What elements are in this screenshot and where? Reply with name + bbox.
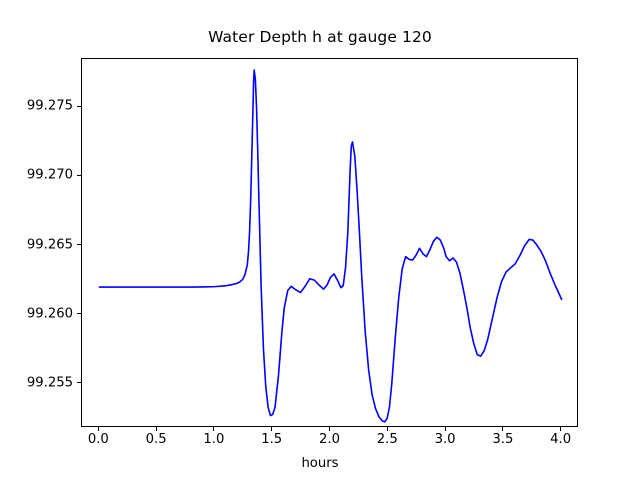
x-tick-label: 0.0 [87,432,109,447]
x-tick-mark [560,427,562,431]
x-tick-label: 3.5 [492,432,514,447]
x-tick-mark [329,427,331,431]
x-tick-mark [271,427,273,431]
data-line-svg [98,69,563,423]
x-tick-mark [155,427,157,431]
y-tick-label: 99.265 [26,237,73,253]
x-tick-label: 0.5 [145,432,167,447]
x-tick-label: 1.0 [203,432,225,447]
chart-title: Water Depth h at gauge 120 [208,28,432,46]
x-tick-label: 2.0 [319,432,340,447]
x-tick-mark [213,427,215,431]
y-tick-mark [77,313,81,315]
y-tick-mark [77,174,81,177]
y-tick-label: 99.270 [26,167,73,183]
series-h-line [98,69,563,423]
x-tick-label: 2.5 [376,432,398,447]
y-tick-mark [77,105,81,107]
x-tick-mark [97,427,99,431]
y-tick-label: 99.275 [26,98,73,114]
plot-area [81,58,578,427]
x-tick-mark [502,427,504,431]
y-tick-label: 99.255 [26,375,73,391]
x-tick-label: 1.5 [261,432,283,447]
x-tick-mark [444,427,446,431]
x-tick-label: 4.0 [550,432,572,447]
y-tick-label: 99.260 [26,306,73,322]
x-tick-mark [386,427,388,431]
y-tick-mark [77,244,81,246]
x-tick-label: 3.0 [434,432,456,447]
y-tick-mark [77,382,81,384]
x-axis-label: hours [301,456,339,471]
